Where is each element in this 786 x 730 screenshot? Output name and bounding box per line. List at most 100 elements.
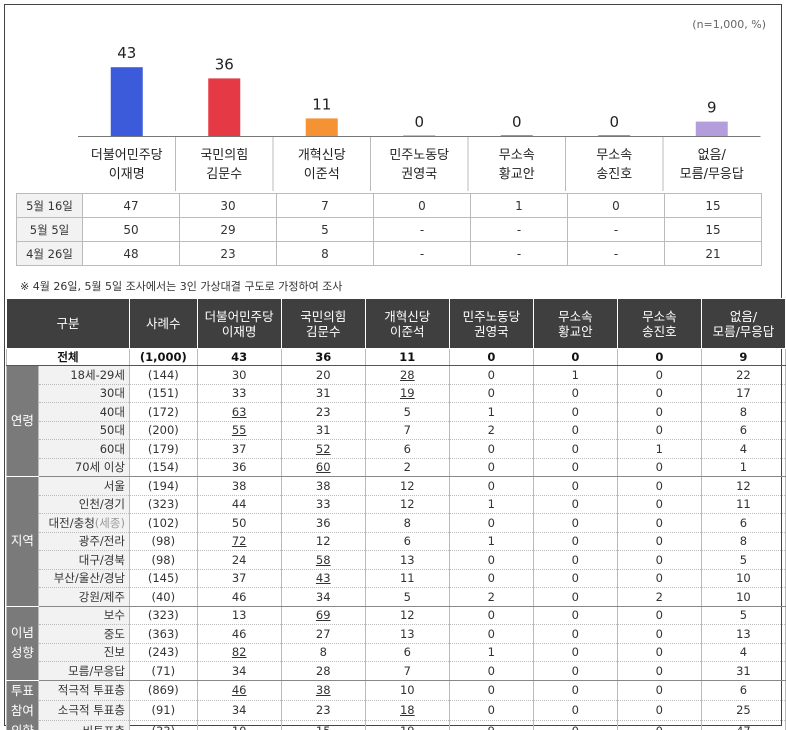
row-label: 70세 이상: [37, 458, 130, 477]
category-label-4: 무소속: [499, 148, 535, 163]
bar-5: [598, 135, 631, 136]
cell-value: 23: [280, 700, 366, 722]
cell-value: 72: [196, 532, 282, 551]
chart-section: 43 더불어민주당 이재명 36 국민의힘 김문수 11 개혁신당 이준석 0 민주노동당 권영국 0 무…: [6, 6, 780, 294]
group-label: 연령: [6, 365, 39, 477]
trend-row: 5월 16일 47 30 7 0 1 0 15: [16, 193, 762, 218]
cell-value: 36: [280, 348, 366, 366]
cell-value: 23: [280, 402, 366, 422]
cell-value: 6: [700, 421, 786, 440]
cell-value: 0: [616, 495, 702, 514]
category-label-2: 개혁신당: [298, 148, 346, 163]
cell-value: 8: [700, 402, 786, 422]
cell-value: 33: [280, 495, 366, 514]
sample-size: (151): [128, 384, 198, 403]
trend-value: -: [373, 241, 471, 266]
cell-value: 0: [532, 513, 618, 533]
cell-value: 0: [532, 569, 618, 588]
row-label: 40대: [37, 402, 130, 422]
cell-value: 6: [700, 680, 786, 701]
table-row: 30대 (151) 33 31 19 0 0 0 17: [7, 384, 786, 403]
row-label: 모름/무응답: [37, 661, 130, 681]
trend-value: 47: [82, 193, 180, 218]
cell-value: 60: [280, 458, 366, 477]
sample-size: (869): [128, 680, 198, 701]
trend-value: 15: [664, 217, 762, 242]
trend-value: 8: [276, 241, 374, 266]
cell-value: 52: [280, 439, 366, 459]
cell-value: 4: [700, 643, 786, 662]
sample-size: (33): [128, 720, 198, 730]
cell-value: 43: [196, 348, 282, 366]
row-label: 대전/충청(세종): [37, 513, 130, 533]
cell-value: 12: [364, 606, 450, 625]
cell-value: 7: [364, 661, 450, 681]
row-label: 30대: [37, 384, 130, 403]
cell-value: 0: [448, 661, 534, 681]
cell-value: 1: [448, 495, 534, 514]
cell-value: 50: [196, 513, 282, 533]
bar-2: [305, 118, 338, 136]
category-label-4: 황교안: [499, 167, 535, 182]
bar-value-label-3: 0: [414, 113, 424, 131]
category-label-3: 권영국: [401, 167, 437, 182]
row-label: 보수: [37, 606, 130, 625]
crosstab-table: 구분 사례수 더불어민주당 이재명 국민의힘 김문수 개혁신당 이준석 민주노동당 권영국 무소속 황…: [6, 298, 786, 730]
table-row: 대구/경북 (98) 24 58 13 0 0 0 5: [7, 550, 786, 570]
total-row: 전체 (1,000) 43 36 11 0 0 0 9: [6, 348, 786, 366]
cell-value: 11: [700, 495, 786, 514]
trend-value: 15: [664, 193, 762, 218]
trend-value: -: [470, 217, 568, 242]
cell-value: 0: [448, 680, 534, 701]
column-header: 국민의힘 김문수: [280, 298, 366, 349]
column-header: 없음/모름/무응답: [700, 298, 786, 349]
cell-value: 0: [532, 550, 618, 570]
table-row: 부산/울산/경남 (145) 37 43 11 0 0 0 10: [7, 569, 786, 588]
cell-value: 0: [616, 661, 702, 681]
cell-value: 0: [616, 569, 702, 588]
cell-value: 22: [700, 365, 786, 385]
cell-value: 0: [616, 513, 702, 533]
bar-4: [500, 135, 533, 136]
category-label-1: 김문수: [206, 167, 242, 182]
table-row: 강원/제주 (40) 46 34 5 2 0 2 10: [7, 587, 786, 607]
cell-value: 10: [700, 569, 786, 588]
trend-date: 5월 16일: [16, 193, 83, 218]
trend-value: 23: [179, 241, 277, 266]
cell-value: 0: [616, 550, 702, 570]
cell-value: 5: [700, 550, 786, 570]
cell-value: 18: [364, 700, 450, 722]
cell-value: 0: [532, 476, 618, 496]
group-label: 투표 참여 의향: [6, 680, 39, 730]
row-label: 대구/경북: [37, 550, 130, 570]
cell-value: 0: [616, 384, 702, 403]
row-label: 비투표층: [37, 720, 130, 730]
cell-value: 2: [616, 587, 702, 607]
table-row: 이념 성향 보수 (323) 13 69 12 0 0 0 5: [6, 606, 786, 681]
sample-size: (40): [128, 587, 198, 607]
cell-value: 0: [616, 421, 702, 440]
cell-value: 0: [532, 700, 618, 722]
cell-value: 37: [196, 569, 282, 588]
cell-value: 8: [280, 643, 366, 662]
category-label-1: 국민의힘: [200, 148, 248, 163]
cell-value: 6: [364, 643, 450, 662]
column-header: 무소속 황교안: [532, 298, 618, 349]
bar-6: [695, 121, 728, 136]
cell-value: 5: [364, 402, 450, 422]
cell-value: 38: [280, 476, 366, 496]
header-row: 구분 사례수 더불어민주당 이재명 국민의힘 김문수 개혁신당 이준석 민주노동당 권영국 무소속 황…: [6, 298, 786, 349]
unit-note: (n=1,000, %): [692, 18, 766, 31]
bar-value-label-0: 43: [117, 44, 136, 62]
sample-size: (194): [128, 476, 198, 496]
cell-value: 28: [364, 365, 450, 385]
cell-value: 5: [364, 587, 450, 607]
cell-value: 7: [364, 421, 450, 440]
cell-value: 2: [448, 587, 534, 607]
row-label: 서울: [37, 476, 130, 496]
table-row: 70세 이상 (154) 36 60 2 0 0 0 1: [7, 458, 786, 477]
category-label-6: 모름/무응답: [680, 167, 744, 182]
sample-size: (172): [128, 402, 198, 422]
cell-value: 1: [448, 643, 534, 662]
